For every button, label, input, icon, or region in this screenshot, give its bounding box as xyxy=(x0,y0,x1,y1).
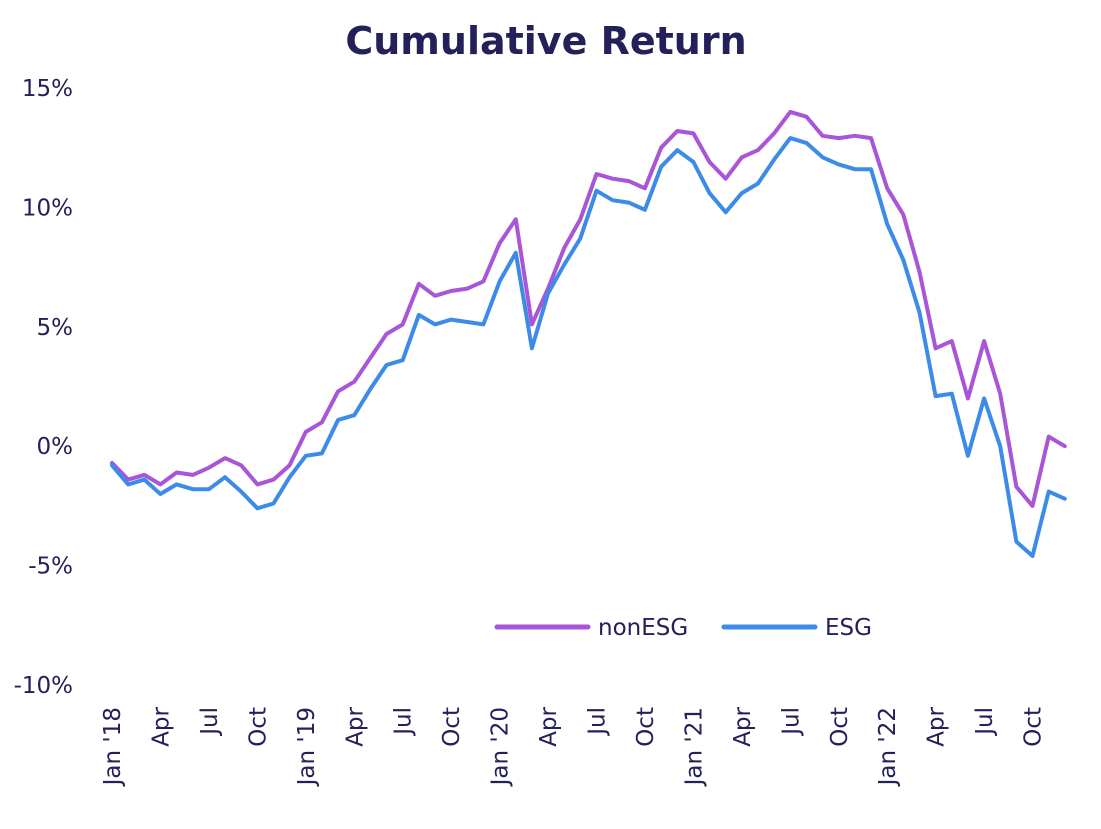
y-tick-label: -5% xyxy=(28,554,73,580)
x-tick-label: Jan '18 xyxy=(100,707,126,787)
y-tick-label: -10% xyxy=(14,673,73,699)
x-tick-label: Jul xyxy=(778,707,804,737)
series-line-esg xyxy=(110,136,1067,558)
y-tick-label: 10% xyxy=(22,195,73,221)
x-tick-label: Jul xyxy=(197,707,223,737)
legend-label-esg: ESG xyxy=(825,615,872,641)
x-tick-label: Apr xyxy=(148,706,174,746)
x-tick-label: Oct xyxy=(439,707,465,747)
series-lines xyxy=(110,109,1067,558)
x-tick-label: Jan '20 xyxy=(488,707,514,787)
y-tick-label: 0% xyxy=(37,434,74,460)
x-tick-label: Oct xyxy=(827,707,853,747)
x-tick-label: Apr xyxy=(730,706,756,746)
x-axis: Jan '18 Apr Jul Oct Jan '19 Apr Jul Oct Jan '20 A… xyxy=(100,706,1047,787)
x-tick-label: Jul xyxy=(391,707,417,737)
x-tick-label: Apr xyxy=(342,706,368,746)
x-tick-label: Oct xyxy=(633,707,659,747)
y-tick-label: 15% xyxy=(22,76,73,102)
x-tick-label: Apr xyxy=(924,706,950,746)
x-tick-label: Jul xyxy=(585,707,611,737)
x-tick-label: Oct xyxy=(1021,707,1047,747)
series-line-nonesg xyxy=(110,109,1067,508)
x-tick-label: Jul xyxy=(972,707,998,737)
y-tick-label: 5% xyxy=(37,315,74,341)
x-tick-label: Oct xyxy=(245,707,271,747)
x-tick-label: Jan '19 xyxy=(294,707,320,787)
x-tick-label: Jan '21 xyxy=(681,707,707,787)
legend-label-nonesg: nonESG xyxy=(598,615,688,641)
x-tick-label: Apr xyxy=(536,706,562,746)
x-tick-label: Jan '22 xyxy=(875,707,901,787)
y-axis: 15% 10% 5% 0% -5% -10% xyxy=(14,76,73,699)
chart-title: Cumulative Return xyxy=(345,19,746,63)
legend: nonESG ESG xyxy=(494,615,872,641)
